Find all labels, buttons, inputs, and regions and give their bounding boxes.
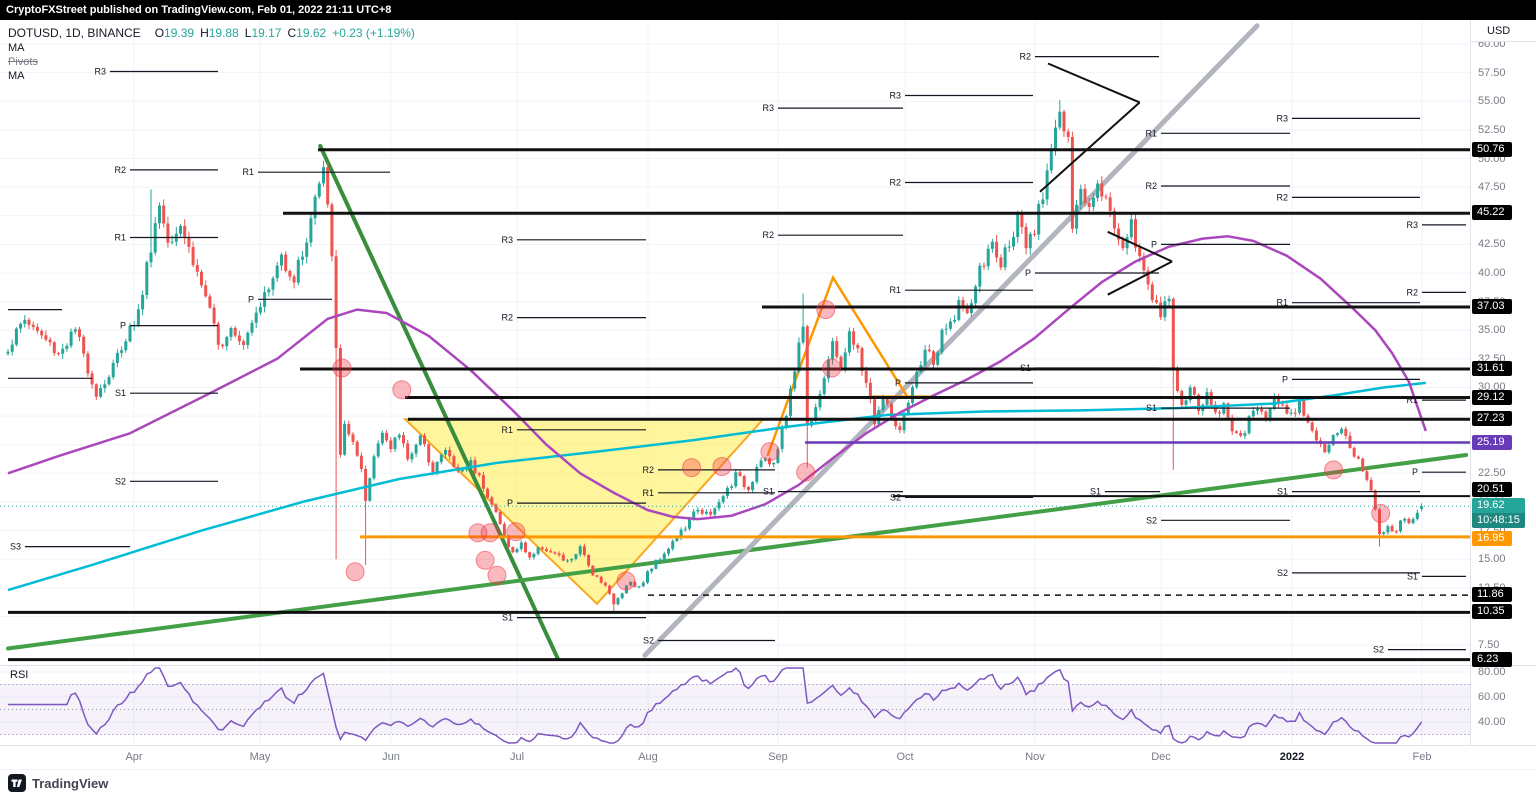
rsi-band	[0, 684, 1470, 735]
ma-cyan-line	[7, 381, 1426, 592]
pivot-label-R2: R2	[1276, 192, 1288, 202]
pivot-label-R2: R2	[1145, 181, 1157, 191]
pattern-lines	[1039, 62, 1173, 296]
pivot-label-R1: R1	[1406, 395, 1418, 405]
pivot-label-R2: R2	[114, 165, 126, 175]
symbol-title[interactable]: DOTUSD, 1D, BINANCE	[8, 26, 141, 40]
pivot-label-R1: R1	[114, 233, 126, 243]
symbol-legend: DOTUSD, 1D, BINANCE O19.39 H19.88 L19.17 C19…	[8, 26, 415, 82]
pivot-label-R1: R1	[889, 285, 901, 295]
pivot-label-S2: S2	[1277, 568, 1288, 578]
indicator-pivots[interactable]: Pivots	[8, 56, 38, 68]
publisher-text: CryptoFXStreet published on TradingView.…	[6, 4, 392, 16]
long-green-uptrend-line	[6, 453, 1469, 651]
pivot-label-S2: S2	[890, 492, 901, 502]
pivot-label-R1: R1	[1276, 298, 1288, 308]
pivot-label-P: P	[507, 498, 513, 508]
pivot-label-R2: R2	[889, 178, 901, 188]
pivot-label-S1: S1	[1407, 571, 1418, 581]
ma-purple-line	[7, 235, 1427, 521]
pivot-label-S2: S2	[643, 636, 654, 646]
pivot-label-S1: S1	[1020, 363, 1031, 373]
ohlc-open-value: 19.39	[164, 26, 195, 40]
tradingview-brand[interactable]: TradingView	[32, 775, 109, 791]
pivot-label-S1: S1	[1277, 487, 1288, 497]
pivot-label-R3: R3	[762, 103, 774, 113]
pivot-label-P: P	[1151, 239, 1157, 249]
pivot-levels: R3 R2 R1 P S1 S2 S3 R1 P R3 R2 R1 P S1 R2 R1 S2 R3 R2 S1 R3 R…	[8, 52, 1466, 655]
nov-pennant-upper-line	[1047, 62, 1141, 104]
pivot-label-R1: R1	[501, 425, 513, 435]
pivot-label-S1: S1	[1090, 487, 1101, 497]
ohlc-low-value: 19.17	[251, 26, 282, 40]
pivot-label-P: P	[1282, 374, 1288, 384]
indicator-ma-1[interactable]: MA	[8, 42, 25, 54]
nov-pennant-lower-line	[1039, 101, 1141, 193]
pivot-label-P: P	[1025, 268, 1031, 278]
indicator-ma-2[interactable]: MA	[8, 70, 25, 82]
pivot-label-R2: R2	[642, 465, 654, 475]
pivot-label-R2: R2	[501, 313, 513, 323]
pivot-label-S3: S3	[10, 542, 21, 552]
rsi-line	[8, 666, 1423, 744]
pivot-label-P: P	[1412, 467, 1418, 477]
pivot-label-S1: S1	[115, 388, 126, 398]
dec-wedge-lower-line	[1107, 260, 1173, 296]
pivot-label-R3: R3	[501, 235, 513, 245]
tradingview-logo-icon[interactable]	[8, 774, 26, 792]
pivot-label-R3: R3	[1276, 113, 1288, 123]
pivot-label-R2: R2	[1406, 287, 1418, 297]
gridlines	[0, 20, 1470, 745]
ohlc-close-label: C	[287, 26, 297, 40]
ohlc-high-value: 19.88	[208, 26, 239, 40]
footer: TradingView	[0, 769, 1536, 796]
change-value: +0.23 (+1.19%)	[332, 26, 415, 40]
pivot-label-P: P	[895, 378, 901, 388]
symbol-row: DOTUSD, 1D, BINANCE O19.39 H19.88 L19.17 C19…	[8, 26, 415, 40]
pivot-label-R1: R1	[642, 488, 654, 498]
dec-wedge-upper-line	[1107, 230, 1173, 263]
pivot-label-S1: S1	[502, 613, 513, 623]
steep-green-downtrend-line	[318, 143, 560, 661]
pivot-label-P: P	[248, 294, 254, 304]
pivot-label-P: P	[120, 321, 126, 331]
candles	[6, 100, 1424, 612]
ohlc-high-label: H	[200, 26, 209, 40]
pivot-label-S1: S1	[763, 487, 774, 497]
ohlc-low-label: L	[244, 26, 252, 40]
pivot-label-R2: R2	[1019, 52, 1031, 62]
pivot-label-S1: S1	[1146, 403, 1157, 413]
pivot-label-S2: S2	[115, 476, 126, 486]
ohlc-close-value: 19.62	[296, 26, 327, 40]
pattern-circles	[332, 300, 1391, 591]
pivot-label-R3: R3	[889, 91, 901, 101]
trendlines	[6, 23, 1469, 661]
ohlc-open-label: O	[154, 26, 165, 40]
gray-uptrend-line	[642, 23, 1260, 658]
pivot-label-R1: R1	[242, 167, 254, 177]
pivot-label-S2: S2	[1373, 645, 1384, 655]
pivot-label-R2: R2	[762, 230, 774, 240]
publisher-bar: CryptoFXStreet published on TradingView.…	[0, 0, 1536, 20]
pivot-label-R3: R3	[94, 67, 106, 77]
pivot-label-S2: S2	[1146, 515, 1157, 525]
pivot-label-R1: R1	[1145, 128, 1157, 138]
pivot-label-R3: R3	[1406, 220, 1418, 230]
rsi-label: RSI	[10, 669, 29, 681]
long-level-lines	[8, 148, 1470, 662]
